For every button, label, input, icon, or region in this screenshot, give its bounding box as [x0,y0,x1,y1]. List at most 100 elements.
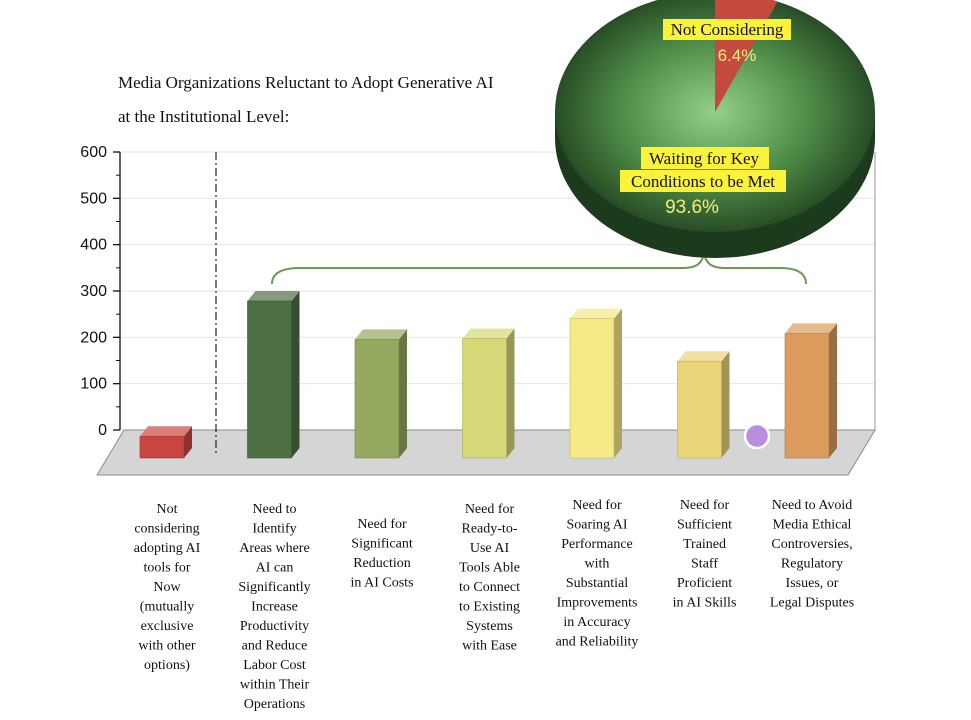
x-category-label-line: Performance [561,537,633,552]
x-category-label-line: considering [134,522,199,537]
bar-front [677,360,722,459]
x-category-label-line: options) [144,658,190,673]
bar-side [614,308,622,458]
x-category-label-line: Staff [691,557,718,572]
x-category-label-line: in AI Skills [673,596,737,611]
x-category-label-line: Significantly [238,580,310,595]
x-category-label-line: Substantial [566,576,628,591]
x-category-label-line: Labor Cost [243,658,306,673]
x-category-label-line: with Ease [462,639,517,654]
x-category-label-line: Areas where [239,541,309,556]
x-category-label-line: in AI Costs [350,576,413,591]
x-category-label: Need for Ready-to- Use AI Tools Able to Conn… [459,502,520,654]
x-category-label-line: Not [157,502,178,517]
x-category-label-line: and Reliability [556,635,639,650]
x-category-label-line: within Their [240,678,310,693]
bar [677,351,730,459]
y-tick-label: 100 [80,376,107,393]
x-category-label-line: Identify [252,522,296,537]
x-category-label-line: Now [153,580,181,595]
x-category-label-line: Reduction [353,556,411,571]
x-category-label-line: Significant [351,537,413,552]
bar-side [506,328,515,458]
bar-side [721,351,730,458]
y-tick-label: 600 [80,144,107,161]
x-category-label-line: Soaring AI [566,518,627,533]
chart-title-line-1: Media Organizations Reluctant to Adopt G… [118,73,494,92]
x-category-label-line: (mutually [140,600,194,615]
x-category-label-line: Improvements [557,596,638,611]
x-category-label-line: Issues, or [786,576,839,591]
pie-label-waiting-line-2: Conditions to be Met [631,172,775,191]
x-category-label: Need to Identify Areas where AI can Signific… [238,502,310,712]
x-category-label-line: Tools Able [459,561,520,576]
x-category-label-line: Productivity [240,619,309,634]
bar-front [784,333,830,459]
bar-side [184,426,192,458]
y-tick-label: 500 [80,190,107,207]
x-category-label: Need for Significant Reduction in AI Costs [350,517,413,591]
x-category-label-line: Sufficient [677,518,732,533]
pie-value-not-considering: 6.4% [718,46,757,65]
x-category-label-line: with [585,557,610,572]
bar-front [569,318,615,459]
bar-side [399,329,407,458]
bar-top [247,290,300,301]
x-category-label-line: Need for [680,498,730,513]
x-category-label-line: to Existing [459,600,520,615]
pie-value-waiting: 93.6% [665,197,719,218]
bar-top [140,426,192,437]
bar [784,323,837,459]
bar-side [829,323,837,458]
bar-side [291,290,300,458]
bar [354,329,407,459]
x-category-label-line: exclusive [141,619,194,634]
x-category-label: Need for Sufficient Trained Staff Proficient… [673,498,737,611]
bar [569,308,622,459]
x-category-label-line: Regulatory [781,557,843,572]
x-category-label-line: Legal Disputes [770,596,854,611]
x-category-label-line: with other [138,639,195,654]
bar-front [139,435,185,459]
bar-top [462,328,515,339]
pie-label-bg [641,147,769,169]
x-category-label-line: Need for [572,498,622,513]
pie-label-waiting-line-1: Waiting for Key [649,149,760,168]
pie-label-not-considering: Not Considering [671,20,784,39]
bar-top [570,308,622,319]
x-category-label: Need to Avoid Media Ethical Controversies,… [770,498,854,611]
x-category-label-line: Ready-to- [462,522,518,537]
x-category-label: Need for Soaring AI Performance with Substan… [556,498,639,650]
y-tick-label: 300 [80,283,107,300]
bar [139,426,192,459]
x-category-label-line: Need for [465,502,515,517]
y-tick-label: 400 [80,237,107,254]
category-labels: Not considering adopting AI tools for Now (mu… [134,498,854,712]
bar-front [462,338,507,459]
bar-top [677,351,730,362]
x-category-label-line: Increase [251,600,298,615]
pie-label-bg [620,170,786,192]
x-category-label-line: and Reduce [242,639,308,654]
bar [462,328,515,459]
bar-top [785,323,837,334]
x-category-label: Not considering adopting AI tools for Now (mu… [134,502,201,673]
bar-top [355,329,407,340]
bar-front [247,300,292,459]
x-category-label-line: Use AI [470,541,510,556]
bar [247,290,300,459]
bar-layer [139,290,837,459]
x-category-label-line: Proficient [677,576,732,591]
x-category-label-line: AI can [256,561,294,576]
x-category-label-line: to Connect [459,580,520,595]
x-category-label-line: Need to Avoid [772,498,853,513]
bar-front [354,339,400,459]
pie-label-bg [663,19,791,40]
x-category-label-line: Media Ethical [773,518,852,533]
y-tick-label: 200 [80,329,107,346]
x-category-label-line: adopting AI [134,541,201,556]
x-category-label-line: Operations [244,697,305,712]
axis-layer: 0 100 200 300 400 500 600 [80,144,876,439]
x-category-label-line: Systems [466,619,513,634]
